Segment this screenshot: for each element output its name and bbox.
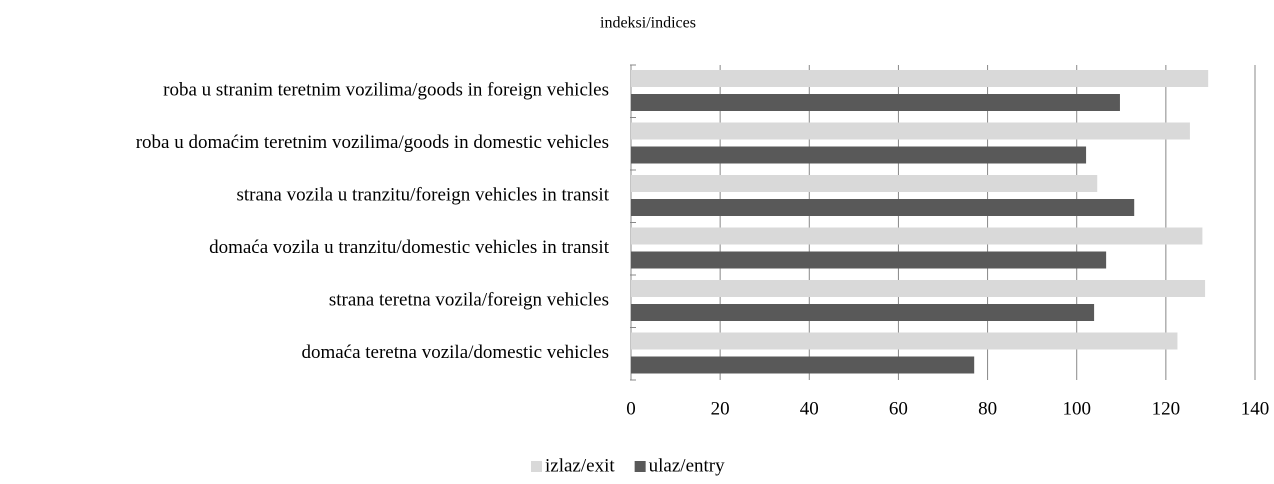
x-tick-label: 80	[978, 398, 997, 419]
bar	[631, 70, 1209, 87]
y-tick-label: strana teretna vozila/foreign vehicles	[329, 290, 609, 311]
legend-label: ulaz/entry	[649, 455, 725, 476]
y-tick-label: roba u domaćim teretnim vozilima/goods i…	[136, 132, 609, 153]
bar	[631, 304, 1095, 321]
x-tick-label: 0	[626, 398, 636, 419]
x-tick-label: 60	[889, 398, 908, 419]
x-tick-label: 40	[800, 398, 819, 419]
bar	[631, 227, 1203, 245]
bar	[631, 199, 1135, 216]
bar	[631, 146, 1087, 164]
y-tick-label: domaća vozila u tranzitu/domestic vehicl…	[209, 237, 610, 258]
chart-title: indeksi/indices	[600, 15, 696, 32]
legend-swatch	[531, 461, 542, 472]
x-tick-label: 100	[1062, 398, 1091, 419]
bar	[631, 280, 1206, 297]
legend-label: izlaz/exit	[545, 455, 615, 476]
bar	[631, 332, 1178, 350]
bar	[631, 175, 1098, 192]
legend-swatch	[634, 461, 646, 472]
bar	[631, 122, 1190, 140]
x-tick-label: 140	[1241, 398, 1270, 419]
y-tick-label: strana vozila u tranzitu/foreign vehicle…	[237, 185, 610, 206]
y-tick-label: roba u stranim teretnim vozilima/goods i…	[163, 80, 609, 101]
x-tick-label: 20	[711, 398, 730, 419]
bar	[631, 251, 1107, 269]
bar	[631, 94, 1120, 111]
bar	[631, 356, 975, 374]
y-tick-label: domaća teretna vozila/domestic vehicles	[301, 342, 609, 363]
x-tick-label: 120	[1152, 398, 1181, 419]
